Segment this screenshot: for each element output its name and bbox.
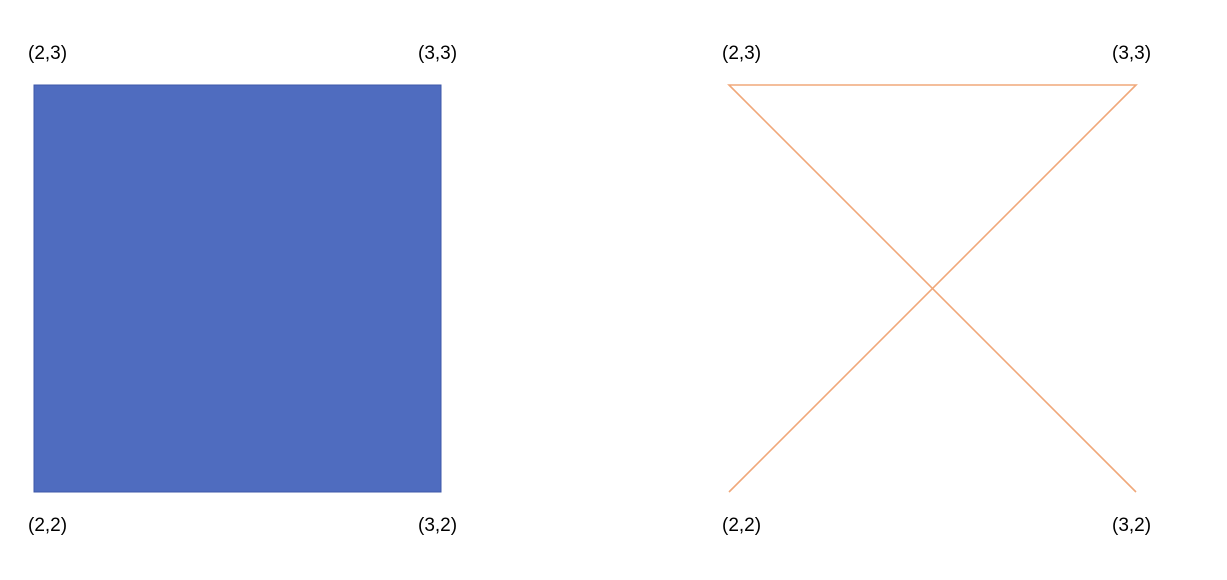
label-bottom-left: (2,2) xyxy=(28,515,68,536)
label-top-right: (3,3) xyxy=(1112,43,1152,64)
bowtie-path xyxy=(727,84,1138,493)
right-diagram-panel: (2,3) (3,3) (2,2) (3,2) xyxy=(613,0,1227,580)
label-bottom-right: (3,2) xyxy=(1112,515,1152,536)
label-bottom-left: (2,2) xyxy=(722,515,762,536)
label-top-left: (2,3) xyxy=(28,43,68,64)
filled-square xyxy=(33,84,442,493)
label-top-left: (2,3) xyxy=(722,43,762,64)
label-bottom-right: (3,2) xyxy=(418,515,458,536)
left-diagram-panel: (2,3) (3,3) (2,2) (3,2) xyxy=(0,0,613,580)
label-top-right: (3,3) xyxy=(418,43,458,64)
